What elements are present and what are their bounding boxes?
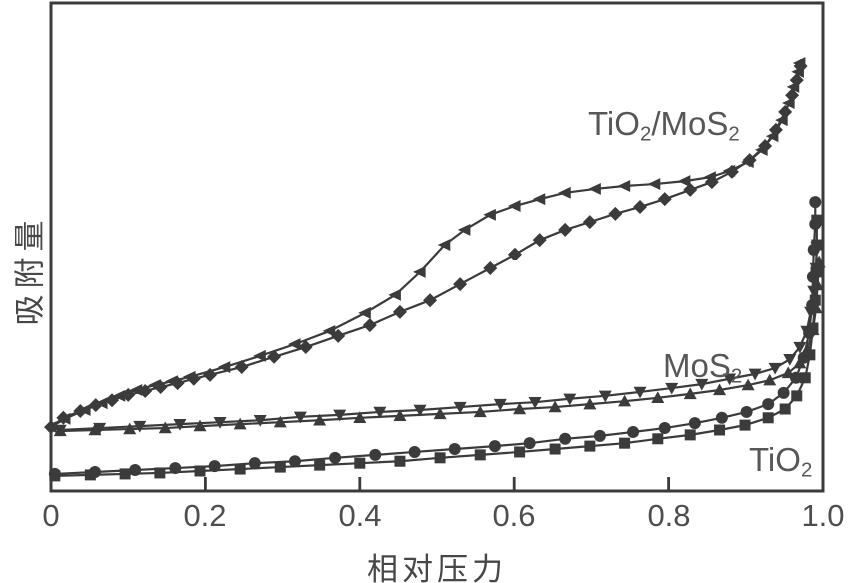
x-tick-1.0: 1.0 [801, 498, 845, 533]
series-tio2-mos2-adsorption [44, 58, 808, 435]
x-tick-0.2: 0.2 [183, 498, 227, 533]
x-tick-0.4: 0.4 [338, 498, 382, 533]
x-axis-title: 相对压力 [367, 552, 507, 583]
label-subscript: 2 [800, 458, 813, 482]
x-axis-ticks [203, 477, 670, 490]
white-patch [512, 260, 770, 353]
label-text: TiO [749, 441, 801, 478]
x-tick-0.8: 0.8 [647, 498, 691, 533]
label-text: /MoS [651, 105, 729, 142]
label-subscript: 2 [730, 364, 743, 388]
x-tick-0: 0 [42, 498, 60, 533]
plot-frame [49, 1, 825, 493]
curve-label-tio2-mos2: TiO2/MoS2 [588, 105, 740, 147]
x-tick-0.6: 0.6 [492, 498, 536, 533]
y-axis-title: 吸附量 [12, 214, 48, 326]
curve-label-tio2: TiO2 [749, 441, 812, 483]
label-subscript: 2 [728, 122, 740, 146]
label-subscript: 2 [639, 122, 652, 146]
label-text: TiO [588, 105, 640, 142]
series-tio2-adsorption [49, 214, 823, 482]
curve-label-mos2: MoS2 [663, 347, 742, 389]
label-text: MoS [663, 347, 731, 384]
series-mos2-adsorption [53, 255, 826, 437]
